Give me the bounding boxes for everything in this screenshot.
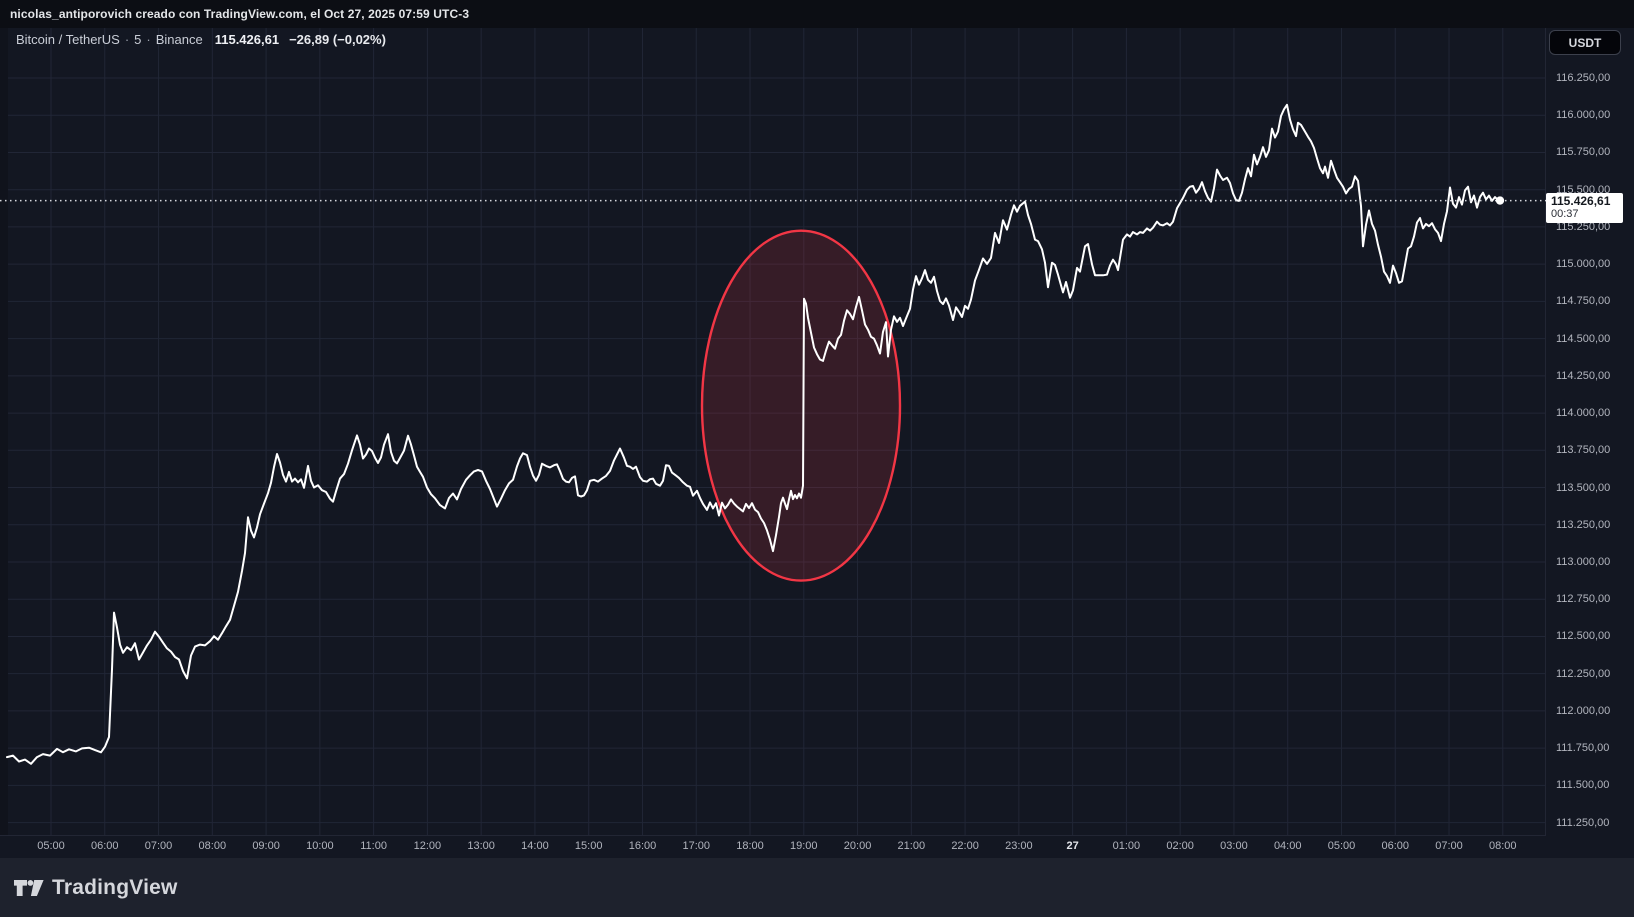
legend-change: −26,89 (−0,02%)	[289, 32, 386, 47]
time-tick-label: 11:00	[360, 840, 387, 852]
time-tick-label: 06:00	[91, 840, 119, 852]
pane-left-margin	[0, 28, 8, 835]
attribution-text: nicolas_antiporovich creado con TradingV…	[10, 7, 470, 21]
price-scale[interactable]: 116.250,00 116.000,00 115.750,00 115.500,00…	[1546, 28, 1634, 835]
price-tick-label: 111.500,00	[1556, 779, 1610, 792]
last-price-dot	[1495, 196, 1505, 205]
time-tick-label: 19:00	[790, 840, 818, 852]
time-tick-label: 07:00	[1435, 840, 1463, 852]
price-tick-label: 114.250,00	[1556, 369, 1611, 382]
time-tick-label: 12:00	[413, 840, 442, 852]
legend-interval[interactable]: 5	[134, 32, 142, 47]
date-change-tick-label: 27	[1066, 840, 1079, 852]
time-tick-label: 03:00	[1220, 840, 1248, 852]
time-tick-label: 23:00	[1005, 840, 1033, 852]
time-tick-label: 04:00	[1273, 840, 1302, 852]
symbol-title[interactable]: Bitcoin / TetherUS	[16, 32, 120, 47]
price-tick-label: 112.500,00	[1556, 630, 1611, 643]
attribution-bar: nicolas_antiporovich creado con TradingV…	[0, 0, 1634, 28]
currency-unit-button[interactable]: USDT	[1549, 30, 1621, 55]
time-scale[interactable]: 05:00 06:00 07:00 08:00 09:00 10:00 11:00 12:00…	[0, 835, 1546, 859]
tradingview-logo-icon[interactable]	[14, 879, 44, 897]
tradingview-wordmark[interactable]: TradingView	[52, 875, 178, 899]
price-tick-label: 113.500,00	[1556, 481, 1611, 494]
legend-exchange: Binance	[155, 32, 203, 47]
time-tick-label: 21:00	[897, 840, 926, 852]
time-tick-label: 16:00	[628, 840, 657, 852]
legend-separator: ·	[146, 32, 151, 47]
time-tick-label: 20:00	[843, 840, 872, 852]
price-tick-label: 112.250,00	[1556, 667, 1611, 680]
time-tick-label: 10:00	[306, 840, 334, 852]
time-tick-label: 06:00	[1381, 840, 1410, 852]
price-tick-label: 114.000,00	[1556, 407, 1611, 420]
time-tick-label: 02:00	[1166, 840, 1194, 852]
price-tick-label: 111.750,00	[1556, 742, 1610, 755]
chart-canvas[interactable]	[0, 28, 1634, 835]
price-tick-label: 112.000,00	[1556, 704, 1611, 717]
time-tick-label: 18:00	[736, 840, 764, 852]
time-tick-label: 22:00	[951, 840, 979, 852]
price-tick-label: 113.000,00	[1556, 555, 1611, 568]
time-tick-label: 01:00	[1112, 840, 1141, 852]
legend-separator: ·	[124, 32, 130, 47]
time-tick-label: 08:00	[198, 840, 227, 852]
time-tick-label: 17:00	[682, 840, 710, 852]
bar-countdown: 00:37	[1551, 207, 1579, 220]
price-line	[6, 103, 1501, 765]
price-tick-label: 115.750,00	[1556, 146, 1611, 159]
time-tick-label: 07:00	[144, 840, 173, 852]
time-tick-label: 09:00	[252, 840, 280, 852]
price-tick-label: 111.250,00	[1556, 816, 1610, 829]
time-tick-label: 14:00	[521, 840, 549, 852]
highlight-ellipse-annotation[interactable]	[700, 229, 902, 582]
price-tick-label: 113.750,00	[1556, 444, 1611, 457]
price-tick-label: 116.000,00	[1556, 109, 1611, 122]
price-tick-label: 114.500,00	[1556, 332, 1611, 345]
time-tick-label: 15:00	[574, 840, 603, 852]
price-tick-label: 116.250,00	[1556, 72, 1611, 84]
time-tick-label: 08:00	[1489, 840, 1517, 852]
bottom-toolbar: TradingView	[0, 858, 1634, 917]
price-tick-label: 114.750,00	[1556, 295, 1611, 308]
time-tick-label: 05:00	[37, 840, 65, 852]
price-tick-label: 112.750,00	[1556, 593, 1611, 606]
last-price-label: 115.426,61 00:37	[1546, 192, 1623, 223]
legend-last-price: 115.426,61	[214, 32, 280, 47]
symbol-legend: Bitcoin / TetherUS · 5 · Binance 115.426,61 −2…	[16, 31, 386, 49]
price-tick-label: 115.000,00	[1556, 258, 1611, 271]
time-tick-label: 05:00	[1327, 840, 1356, 852]
time-tick-label: 13:00	[467, 840, 495, 852]
price-tick-label: 115.250,00	[1556, 220, 1611, 233]
price-tick-label: 113.250,00	[1556, 518, 1611, 531]
last-price-value: 115.426,61	[1551, 193, 1611, 208]
